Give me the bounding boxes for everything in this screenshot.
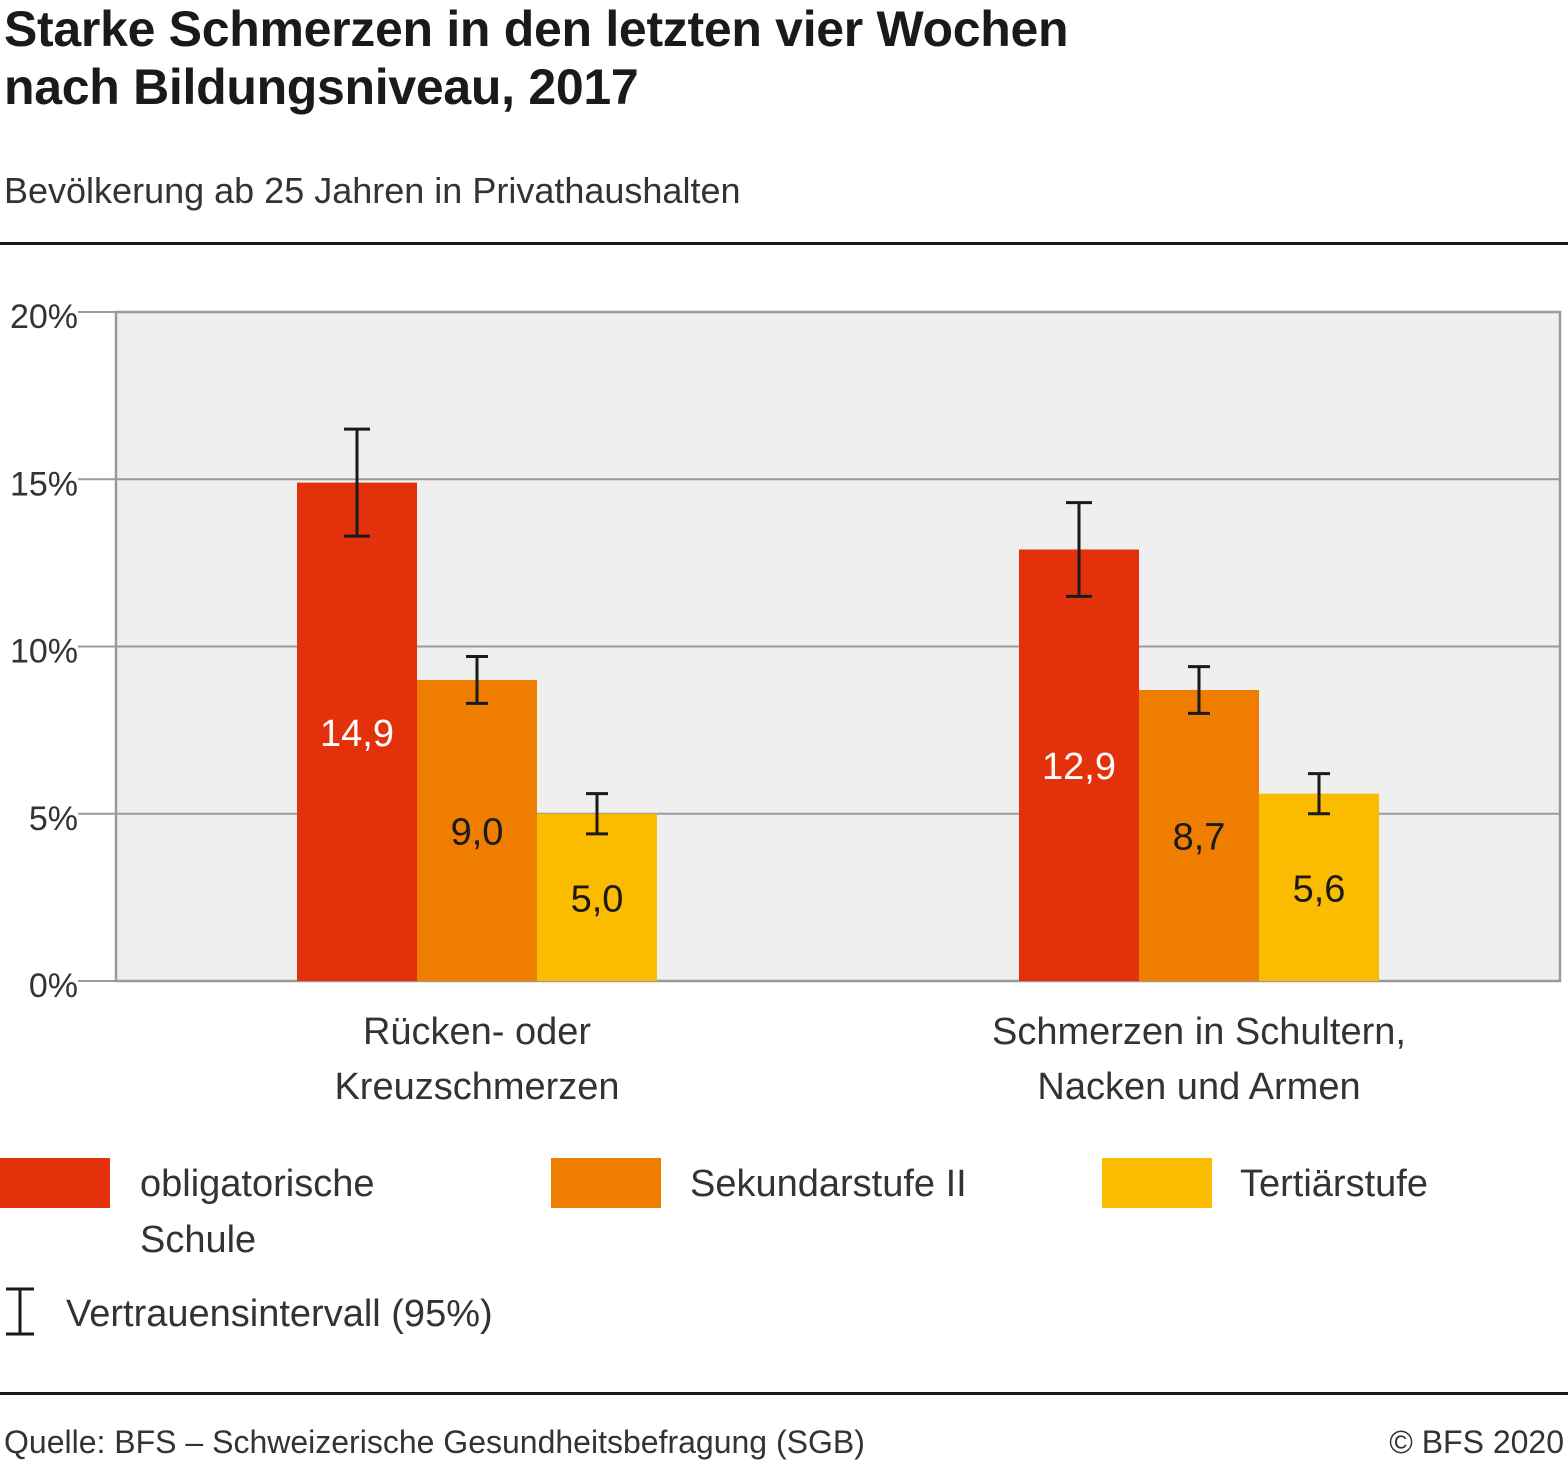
legend-swatch-sekundarstufe: [551, 1158, 661, 1208]
confidence-interval-icon: [6, 1287, 34, 1336]
plot-frame: [114, 310, 1562, 983]
legend-label-line1: obligatorische: [140, 1163, 375, 1205]
bar: [1019, 549, 1139, 981]
legend-label-sekundarstufe: Sekundarstufe II: [690, 1163, 967, 1205]
y-tick-label: 15%: [10, 465, 78, 503]
legend-label-obligatorische-schule: obligatorische Schule: [140, 1156, 374, 1268]
x-category-label: Nacken und Armen: [1037, 1066, 1360, 1108]
bar-value-label: 5,0: [571, 878, 624, 920]
bar-value-label: 9,0: [451, 811, 504, 853]
chart-title: Starke Schmerzen in den letzten vier Woc…: [4, 0, 1544, 116]
chart-title-line1: Starke Schmerzen in den letzten vier Woc…: [4, 1, 1069, 57]
bar-value-label: 12,9: [1042, 746, 1116, 788]
x-category-label: Schmerzen in Schultern,: [992, 1011, 1406, 1053]
bar: [1139, 689, 1259, 981]
bar: [297, 482, 417, 981]
copyright-note: © BFS 2020: [1389, 1424, 1564, 1460]
y-tick-label: 0%: [29, 967, 78, 1005]
legend-label-tertiaerstufe: Tertiärstufe: [1240, 1163, 1428, 1205]
y-tick-label: 10%: [10, 633, 78, 671]
x-category-label: Kreuzschmerzen: [334, 1066, 619, 1108]
legend-swatch-tertiaerstufe: [1102, 1158, 1212, 1208]
bar-value-label: 14,9: [320, 713, 394, 755]
x-category-label: Rücken- oder: [363, 1011, 591, 1053]
bottom-rule: [0, 1392, 1568, 1395]
bar: [417, 679, 537, 981]
bar-chart: 0% 5% 10% 15% 20% 14,9 9,0 5,0 Rücken- oder Kreuz…: [10, 298, 1562, 1108]
y-tick-label: 20%: [10, 298, 78, 336]
source-note: Quelle: BFS – Schweizerische Gesundheits…: [4, 1424, 865, 1460]
bar: [537, 813, 657, 981]
chart-title-line2: nach Bildungsniveau, 2017: [4, 59, 639, 115]
bar-value-label: 5,6: [1293, 868, 1346, 910]
chart-subtitle: Bevölkerung ab 25 Jahren in Privathausha…: [4, 170, 741, 211]
bar: [1259, 793, 1379, 981]
y-tick-label: 5%: [29, 800, 78, 838]
legend-label-line2: Schule: [140, 1219, 257, 1261]
legend-label-confidence-interval: Vertrauensintervall (95%): [66, 1293, 493, 1335]
legend-swatch-obligatorische-schule: [0, 1158, 110, 1208]
top-rule: [0, 242, 1568, 245]
bar-value-label: 8,7: [1173, 816, 1226, 858]
